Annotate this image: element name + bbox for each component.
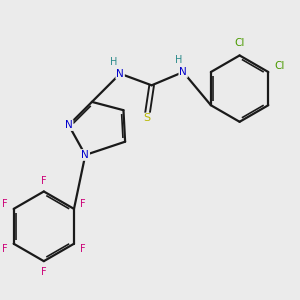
Text: F: F	[80, 199, 86, 208]
Text: Cl: Cl	[274, 61, 284, 71]
Text: N: N	[65, 120, 73, 130]
Text: S: S	[143, 113, 150, 124]
Text: F: F	[2, 199, 7, 208]
Text: N: N	[116, 69, 124, 79]
Text: F: F	[41, 267, 46, 277]
Text: N: N	[81, 150, 89, 160]
Text: F: F	[41, 176, 46, 186]
Text: F: F	[2, 244, 7, 254]
Text: N: N	[179, 67, 187, 77]
Text: H: H	[110, 57, 117, 67]
Text: F: F	[80, 244, 86, 254]
Text: Cl: Cl	[234, 38, 245, 48]
Text: H: H	[175, 56, 182, 65]
